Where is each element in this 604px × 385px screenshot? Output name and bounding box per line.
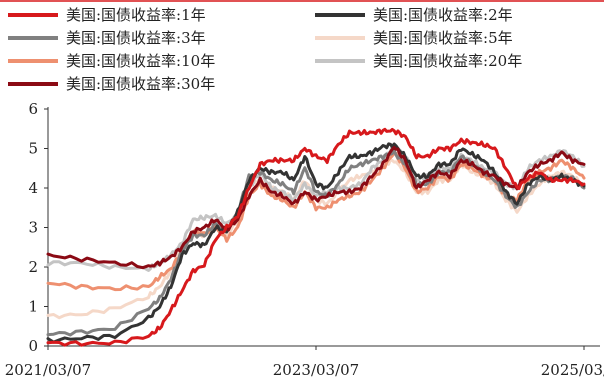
legend-item: 美国:国债收益率:1年 — [8, 6, 206, 24]
x-tick-label: 2023/03/07 — [273, 361, 359, 379]
series-group — [46, 127, 586, 347]
legend-label: 美国:国债收益率:5年 — [373, 29, 513, 47]
y-tick-label: 2 — [28, 258, 38, 276]
y-tick-label: 6 — [28, 100, 38, 118]
y-tick-label: 5 — [28, 140, 38, 158]
legend-item: 美国:国债收益率:2年 — [315, 6, 513, 24]
legend-item: 美国:国债收益率:5年 — [315, 29, 513, 47]
axes: 0 1 2 3 4 5 6 2021/03/07 2023/03/07 2025/03/07 — [5, 100, 604, 379]
legend-label: 美国:国债收益率:3年 — [66, 29, 206, 47]
series-line — [46, 146, 586, 270]
y-tick-label: 3 — [28, 219, 38, 237]
legend-label: 美国:国债收益率:30年 — [66, 75, 215, 93]
legend-item: 美国:国债收益率:3年 — [8, 29, 206, 47]
legend-item: 美国:国债收益率:10年 — [8, 52, 215, 70]
series-line — [46, 142, 586, 344]
legend-label: 美国:国债收益率:2年 — [373, 6, 513, 24]
legend-label: 美国:国债收益率:20年 — [373, 52, 522, 70]
legend-label: 美国:国债收益率:1年 — [66, 6, 206, 24]
series-line — [46, 149, 586, 337]
x-tick-label: 2025/03/07 — [541, 361, 604, 379]
legend-label: 美国:国债收益率:10年 — [66, 52, 215, 70]
series-line — [46, 127, 586, 347]
y-tick-label: 1 — [28, 298, 38, 316]
x-tick-label: 2021/03/07 — [5, 361, 91, 379]
legend-item: 美国:国债收益率:20年 — [315, 52, 522, 70]
legend-item: 美国:国债收益率:30年 — [8, 75, 215, 93]
y-tick-label: 0 — [28, 337, 38, 355]
y-tick-label: 4 — [28, 179, 38, 197]
